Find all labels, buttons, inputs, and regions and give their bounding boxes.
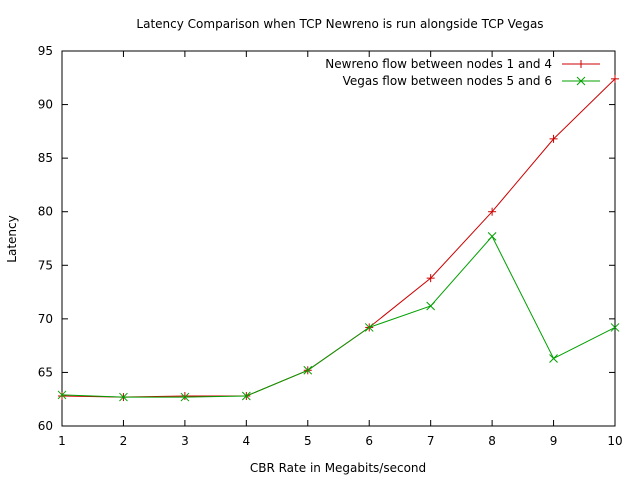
legend-item: Vegas flow between nodes 5 and 6: [343, 74, 600, 88]
data-point: [610, 323, 620, 332]
data-point: [58, 392, 66, 400]
data-point: [426, 301, 436, 311]
x-tick-label: 6: [365, 434, 373, 448]
legend-marker: [577, 60, 585, 68]
data-point: [487, 232, 497, 241]
data-point: [303, 365, 313, 375]
data-point: [426, 274, 435, 283]
data-point: [180, 392, 190, 402]
x-axis: 1 2 3 4 5 6 7 8 9 10: [58, 51, 623, 448]
x-tick-label: 4: [243, 434, 251, 448]
data-point: [241, 391, 251, 401]
legend: Newreno flow between nodes 1 and 4 Vegas …: [325, 57, 600, 88]
x-tick-label: 8: [488, 434, 496, 448]
x-tick-label: 9: [550, 434, 558, 448]
data-point: [549, 134, 558, 143]
y-tick-label: 95: [38, 44, 53, 58]
y-tick-label: 65: [38, 365, 53, 379]
legend-label: Vegas flow between nodes 5 and 6: [343, 74, 552, 88]
x-tick-label: 3: [181, 434, 189, 448]
series-1: [58, 74, 619, 402]
y-axis: 60 65 70 75 80 85 90 95: [38, 44, 615, 433]
y-tick-label: 70: [38, 312, 53, 326]
data-point: [549, 354, 558, 363]
x-tick-label: 5: [304, 434, 312, 448]
y-tick-label: 90: [38, 98, 53, 112]
y-axis-label: Latency: [5, 215, 19, 262]
plot-area: [61, 50, 616, 427]
series-line: [61, 235, 616, 398]
data-point: [611, 74, 619, 83]
x-axis-label: CBR Rate in Megabits/second: [250, 461, 426, 475]
x-tick-label: 1: [58, 434, 66, 448]
x-tick-label: 2: [120, 434, 128, 448]
y-tick-label: 80: [38, 205, 53, 219]
data-point: [180, 392, 189, 400]
series-layer: [57, 74, 620, 402]
x-tick-label: 10: [607, 434, 622, 448]
data-point: [364, 323, 374, 332]
legend-marker: [576, 76, 586, 86]
data-point: [488, 207, 497, 216]
plot-frame: [61, 50, 616, 427]
x-tick-label: 7: [427, 434, 435, 448]
data-point: [119, 392, 128, 402]
legend-label: Newreno flow between nodes 1 and 4: [325, 57, 552, 71]
y-tick-label: 85: [38, 151, 53, 165]
chart-title: Latency Comparison when TCP Newreno is r…: [136, 17, 543, 31]
y-tick-label: 60: [38, 419, 53, 433]
data-point: [57, 390, 67, 400]
series-2: [57, 232, 620, 402]
legend-item: Newreno flow between nodes 1 and 4: [325, 57, 600, 71]
y-tick-label: 75: [38, 258, 53, 272]
